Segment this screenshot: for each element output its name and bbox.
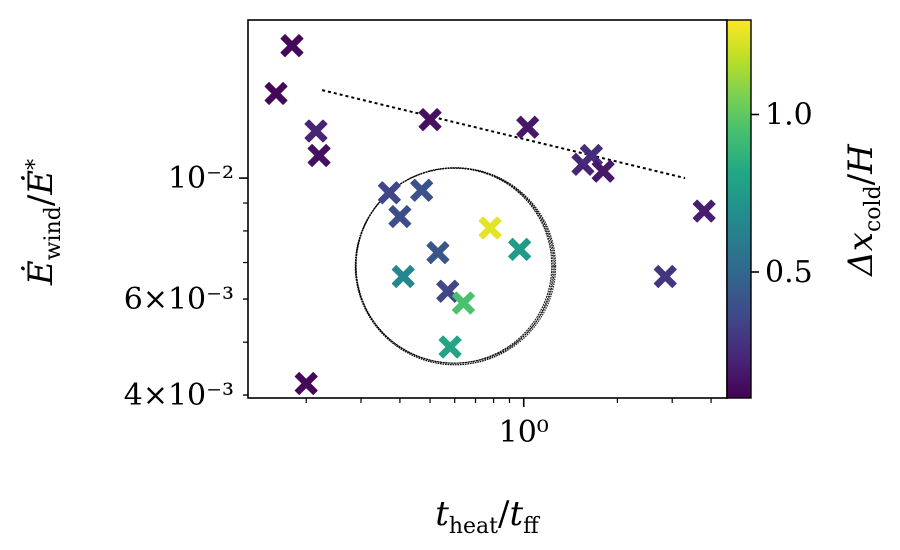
annotation-circle-layer [354, 167, 557, 366]
colorbar: 0.5 1.0 [726, 19, 813, 399]
data-point [304, 119, 328, 143]
colorbar-tick-label: 0.5 [765, 255, 813, 290]
data-point [508, 237, 532, 261]
y-tick-label: 4×10⁻³ [124, 378, 234, 413]
trend-line-layer [321, 89, 686, 180]
plot-frame [247, 19, 728, 399]
data-point [692, 199, 716, 223]
data-point [410, 178, 434, 202]
data-point [426, 241, 450, 265]
data-point [438, 335, 462, 359]
colorbar-gradient [726, 19, 752, 399]
data-point [388, 205, 412, 229]
y-tick-label: 10⁻² [168, 161, 234, 196]
data-point [653, 264, 677, 288]
data-point [591, 159, 615, 183]
trend-line [321, 89, 686, 180]
x-axis-label: theat/tff [435, 494, 540, 539]
data-point [451, 291, 475, 315]
y-axis-label: Ėwind/Ė* [21, 159, 66, 286]
data-point [516, 115, 540, 139]
data-point [294, 371, 318, 395]
data-point [264, 81, 288, 105]
colorbar-label: Δxcold/H [841, 143, 886, 278]
x-tick-label: 10⁰ [499, 415, 549, 450]
data-points-layer [264, 34, 716, 395]
data-point [307, 144, 331, 168]
data-point [418, 108, 442, 132]
data-point [391, 264, 415, 288]
annotation-circle [354, 167, 557, 366]
data-point [280, 34, 304, 58]
colorbar-tick-label: 1.0 [765, 98, 813, 133]
y-tick-label: 6×10⁻³ [124, 282, 234, 317]
data-point [377, 181, 401, 205]
axes-layer: 10⁰ 10⁻² 6×10⁻³ 4×10⁻³ [124, 19, 728, 450]
data-point [478, 216, 502, 240]
